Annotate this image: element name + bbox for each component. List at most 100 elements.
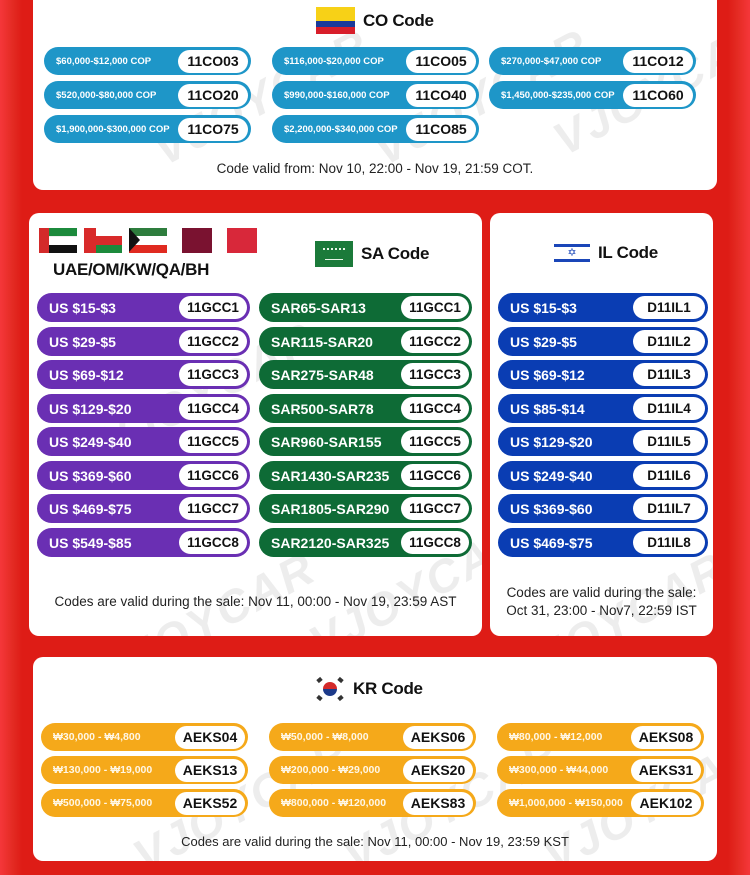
promo-code[interactable]: 11GCC5 xyxy=(179,430,247,453)
sa-code-pill[interactable]: SAR2120-SAR325 11GCC8 xyxy=(259,528,472,557)
promo-code[interactable]: 11GCC1 xyxy=(179,296,247,319)
gcc-code-pill[interactable]: US $129-$20 11GCC4 xyxy=(37,394,250,423)
kr-code-pill[interactable]: ₩30,000 - ₩4,800 AEKS04 xyxy=(41,723,248,751)
promo-code[interactable]: 11GCC4 xyxy=(179,397,247,420)
kr-code-pill[interactable]: ₩800,000 - ₩120,000 AEKS83 xyxy=(269,789,476,817)
il-title-text: IL Code xyxy=(598,243,658,262)
promo-code[interactable]: 11CO05 xyxy=(406,49,476,73)
price-range: US $469-$75 xyxy=(510,534,593,551)
promo-code[interactable]: 11CO85 xyxy=(406,117,476,141)
sa-code-pill[interactable]: SAR1430-SAR235 11GCC6 xyxy=(259,461,472,490)
promo-code[interactable]: AEKS04 xyxy=(175,725,245,749)
promo-code[interactable]: D11IL2 xyxy=(633,330,705,353)
sa-code-pill[interactable]: SAR65-SAR13 11GCC1 xyxy=(259,293,472,322)
promo-code[interactable]: 11GCC8 xyxy=(401,531,469,554)
promo-code[interactable]: 11GCC5 xyxy=(401,430,469,453)
promo-code[interactable]: AEKS31 xyxy=(631,758,701,782)
gcc-flags-row xyxy=(39,228,257,253)
promo-code[interactable]: 11GCC8 xyxy=(179,531,247,554)
gcc-code-pill[interactable]: US $29-$5 11GCC2 xyxy=(37,327,250,356)
price-range: US $15-$3 xyxy=(49,299,116,316)
promo-code[interactable]: 11GCC3 xyxy=(179,363,247,386)
il-code-pill[interactable]: US $15-$3 D11IL1 xyxy=(498,293,708,322)
promo-code[interactable]: 11CO75 xyxy=(178,117,248,141)
gcc-code-pill[interactable]: US $549-$85 11GCC8 xyxy=(37,528,250,557)
il-code-pill[interactable]: US $369-$60 D11IL7 xyxy=(498,494,708,523)
price-range: SAR500-SAR78 xyxy=(271,400,374,417)
promo-code[interactable]: AEKS83 xyxy=(403,791,473,815)
kr-code-pill[interactable]: ₩200,000 - ₩29,000 AEKS20 xyxy=(269,756,476,784)
promo-code[interactable]: 11CO60 xyxy=(623,83,693,107)
kr-code-pill[interactable]: ₩300,000 - ₩44,000 AEKS31 xyxy=(497,756,704,784)
promo-code[interactable]: 11GCC4 xyxy=(401,397,469,420)
il-code-pill[interactable]: US $85-$14 D11IL4 xyxy=(498,394,708,423)
promo-code[interactable]: D11IL8 xyxy=(633,531,705,554)
co-code-pill[interactable]: $1,900,000-$300,000 COP 11CO75 xyxy=(44,115,251,143)
kr-code-pill[interactable]: ₩500,000 - ₩75,000 AEKS52 xyxy=(41,789,248,817)
sa-code-pill[interactable]: SAR500-SAR78 11GCC4 xyxy=(259,394,472,423)
co-code-pill[interactable]: $116,000-$20,000 COP 11CO05 xyxy=(272,47,479,75)
promo-code[interactable]: 11GCC2 xyxy=(179,330,247,353)
gcc-code-pill[interactable]: US $369-$60 11GCC6 xyxy=(37,461,250,490)
gcc-code-pill[interactable]: US $469-$75 11GCC7 xyxy=(37,494,250,523)
gcc-sa-code-card: VJOYCAR VJOYCAR VJOYCAR UAE/OM/KW/QA/BH xyxy=(29,213,482,636)
co-code-pill[interactable]: $60,000-$12,000 COP 11CO03 xyxy=(44,47,251,75)
price-range: US $369-$60 xyxy=(510,500,593,517)
sa-code-pill[interactable]: SAR115-SAR20 11GCC2 xyxy=(259,327,472,356)
kr-code-pill[interactable]: ₩50,000 - ₩8,000 AEKS06 xyxy=(269,723,476,751)
gcc-code-pill[interactable]: US $249-$40 11GCC5 xyxy=(37,427,250,456)
kr-code-pill[interactable]: ₩130,000 - ₩19,000 AEKS13 xyxy=(41,756,248,784)
gcc-title-text: UAE/OM/KW/QA/BH xyxy=(53,260,210,279)
co-code-pill[interactable]: $270,000-$47,000 COP 11CO12 xyxy=(489,47,696,75)
promo-code[interactable]: 11GCC7 xyxy=(179,497,247,520)
promo-code[interactable]: D11IL7 xyxy=(633,497,705,520)
gcc-code-pill[interactable]: US $15-$3 11GCC1 xyxy=(37,293,250,322)
kr-code-pill[interactable]: ₩80,000 - ₩12,000 AEKS08 xyxy=(497,723,704,751)
sa-code-pill[interactable]: SAR960-SAR155 11GCC5 xyxy=(259,427,472,456)
sa-code-pill[interactable]: SAR1805-SAR290 11GCC7 xyxy=(259,494,472,523)
promo-code[interactable]: 11GCC6 xyxy=(179,464,247,487)
il-code-pill[interactable]: US $69-$12 D11IL3 xyxy=(498,360,708,389)
promo-code[interactable]: 11GCC7 xyxy=(401,497,469,520)
promo-code[interactable]: D11IL3 xyxy=(633,363,705,386)
promo-code[interactable]: AEKS52 xyxy=(175,791,245,815)
kr-code-card: VJOYCAR VJOYCAR VJOYCAR KR Code ₩30,000 … xyxy=(33,657,717,861)
promo-code[interactable]: D11IL5 xyxy=(633,430,705,453)
price-range: ₩130,000 - ₩19,000 xyxy=(53,764,153,776)
co-code-pill[interactable]: $520,000-$80,000 COP 11CO20 xyxy=(44,81,251,109)
promo-code[interactable]: 11GCC6 xyxy=(401,464,469,487)
price-range: $116,000-$20,000 COP xyxy=(284,55,384,67)
gcc-code-pill[interactable]: US $69-$12 11GCC3 xyxy=(37,360,250,389)
il-code-pill[interactable]: US $129-$20 D11IL5 xyxy=(498,427,708,456)
promo-code[interactable]: AEK102 xyxy=(631,791,701,815)
price-range: US $369-$60 xyxy=(49,467,132,484)
promo-code[interactable]: 11CO20 xyxy=(178,83,248,107)
kr-code-pill[interactable]: ₩1,000,000 - ₩150,000 AEK102 xyxy=(497,789,704,817)
promo-code[interactable]: AEKS20 xyxy=(403,758,473,782)
promo-code[interactable]: AEKS08 xyxy=(631,725,701,749)
sa-code-pill[interactable]: SAR275-SAR48 11GCC3 xyxy=(259,360,472,389)
promo-code[interactable]: 11GCC2 xyxy=(401,330,469,353)
price-range: ₩200,000 - ₩29,000 xyxy=(281,764,381,776)
promo-code[interactable]: 11GCC1 xyxy=(401,296,469,319)
promo-code[interactable]: 11GCC3 xyxy=(401,363,469,386)
promo-code[interactable]: D11IL6 xyxy=(633,464,705,487)
promo-code[interactable]: D11IL4 xyxy=(633,397,705,420)
price-range: US $85-$14 xyxy=(510,400,585,417)
promo-code[interactable]: D11IL1 xyxy=(633,296,705,319)
price-range: ₩50,000 - ₩8,000 xyxy=(281,731,369,743)
promo-code[interactable]: 11CO40 xyxy=(406,83,476,107)
israel-flag-icon: ✡ xyxy=(554,242,590,264)
il-code-pill[interactable]: US $29-$5 D11IL2 xyxy=(498,327,708,356)
co-code-pill[interactable]: $990,000-$160,000 COP 11CO40 xyxy=(272,81,479,109)
promo-code[interactable]: 11CO03 xyxy=(178,49,248,73)
promo-code[interactable]: 11CO12 xyxy=(623,49,693,73)
price-range: US $29-$5 xyxy=(510,333,577,350)
promo-code[interactable]: AEKS13 xyxy=(175,758,245,782)
co-code-pill[interactable]: $2,200,000-$340,000 COP 11CO85 xyxy=(272,115,479,143)
il-code-pill[interactable]: US $469-$75 D11IL8 xyxy=(498,528,708,557)
il-code-pill[interactable]: US $249-$40 D11IL6 xyxy=(498,461,708,490)
co-code-pill[interactable]: $1,450,000-$235,000 COP 11CO60 xyxy=(489,81,696,109)
promo-code[interactable]: AEKS06 xyxy=(403,725,473,749)
price-range: US $129-$20 xyxy=(49,400,132,417)
